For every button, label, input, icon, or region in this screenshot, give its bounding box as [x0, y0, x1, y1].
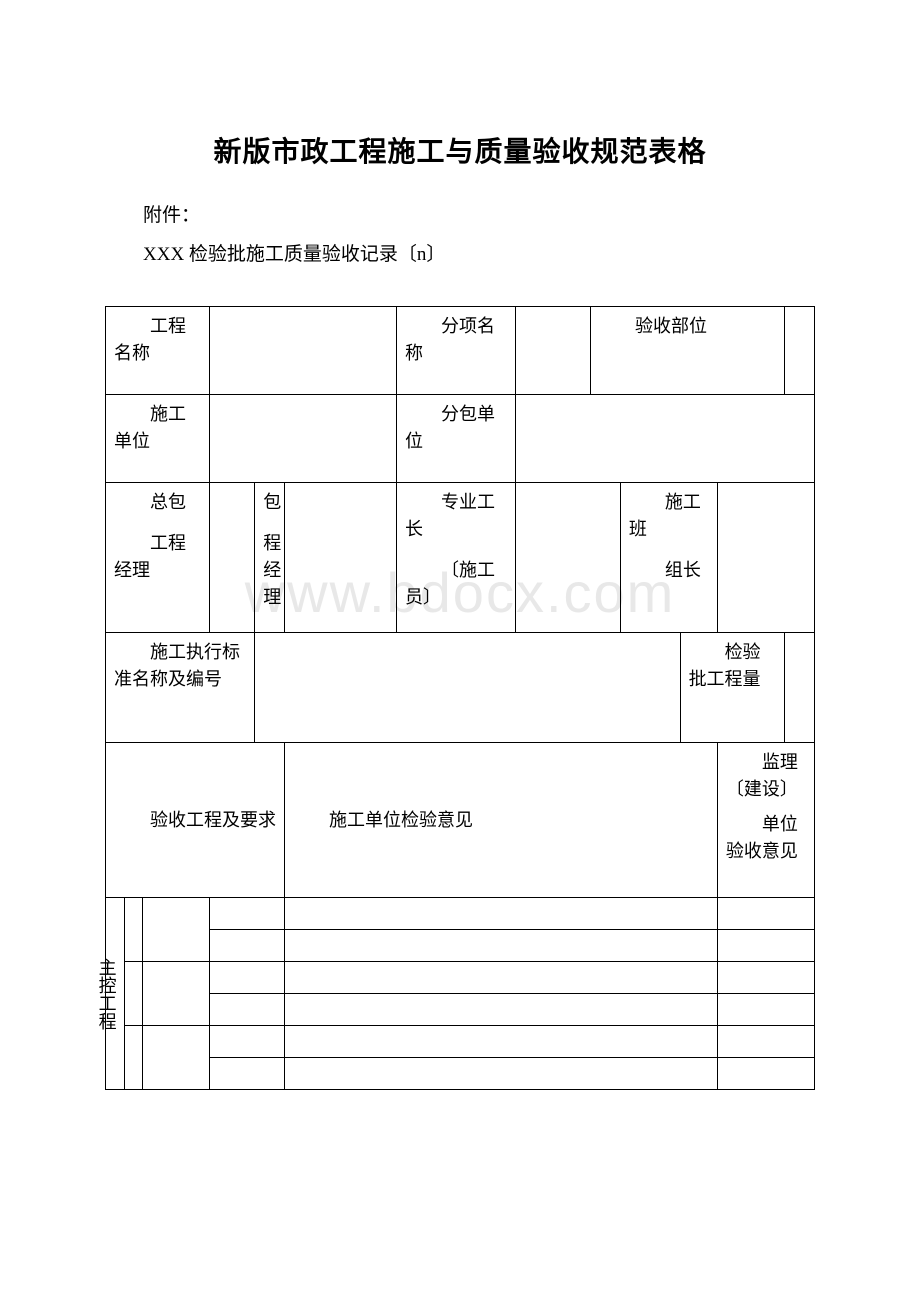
table-cell [717, 1026, 814, 1058]
table-cell [143, 962, 210, 1026]
inspection-batch-value [785, 633, 815, 743]
table-cell [143, 1026, 210, 1090]
table-cell [143, 898, 210, 962]
table-cell [285, 898, 718, 930]
construction-standard-value [255, 633, 680, 743]
package-label: 包 程经理 [255, 483, 285, 633]
table-cell [210, 930, 285, 962]
attachment-label: 附件： [105, 200, 815, 227]
construction-unit-value [210, 395, 397, 483]
subitem-name-value [516, 307, 591, 395]
page-title: 新版市政工程施工与质量验收规范表格 [105, 130, 815, 170]
construction-inspection-label: 施工单位检验意见 [285, 743, 718, 898]
table-cell [285, 994, 718, 1026]
table-cell [717, 962, 814, 994]
record-title: XXX 检验批施工质量验收记录〔n〕 [105, 239, 815, 266]
construction-team-value [717, 483, 814, 633]
table-cell [285, 1026, 718, 1058]
construction-standard-label: 施工执行标准名称及编号 [106, 633, 255, 743]
table-cell [210, 994, 285, 1026]
supervision-acceptance-label: 监理〔建设〕 单位验收意见 [717, 743, 814, 898]
table-cell [124, 962, 143, 1026]
table-cell [285, 962, 718, 994]
document-content: 新版市政工程施工与质量验收规范表格 附件： XXX 检验批施工质量验收记录〔n〕… [105, 130, 815, 1090]
subcontract-unit-label: 分包单位 [396, 395, 515, 483]
construction-unit-label: 施工单位 [106, 395, 210, 483]
acceptance-requirements-label: 验收工程及要求 [106, 743, 285, 898]
table-cell [717, 1058, 814, 1090]
acceptance-dept-label: 验收部位 [591, 307, 785, 395]
general-contract-value [210, 483, 255, 633]
professional-foreman-value [516, 483, 620, 633]
project-name-label: 工程名称 [106, 307, 210, 395]
table-cell [285, 1058, 718, 1090]
main-control-label: 主控工程 [106, 898, 125, 1090]
table-cell [124, 1026, 143, 1090]
subcontract-unit-value [516, 395, 815, 483]
table-cell [210, 898, 285, 930]
subitem-name-label: 分项名称 [396, 307, 515, 395]
inspection-table: 工程名称 分项名称 验收部位 施工单位 分包单位 [105, 306, 815, 1090]
project-name-value [210, 307, 397, 395]
inspection-batch-label: 检验批工程量 [680, 633, 784, 743]
table-cell [717, 994, 814, 1026]
table-cell [210, 1058, 285, 1090]
table-cell [285, 930, 718, 962]
table-cell [717, 930, 814, 962]
table-cell [717, 898, 814, 930]
table-cell [210, 1026, 285, 1058]
table-cell [210, 962, 285, 994]
table-cell [124, 898, 143, 962]
general-contract-label: 总包 工程经理 [106, 483, 210, 633]
professional-foreman-label: 专业工长 〔施工员〕 [396, 483, 515, 633]
package-value [285, 483, 397, 633]
construction-team-label: 施工班 组长 [620, 483, 717, 633]
acceptance-dept-value [785, 307, 815, 395]
